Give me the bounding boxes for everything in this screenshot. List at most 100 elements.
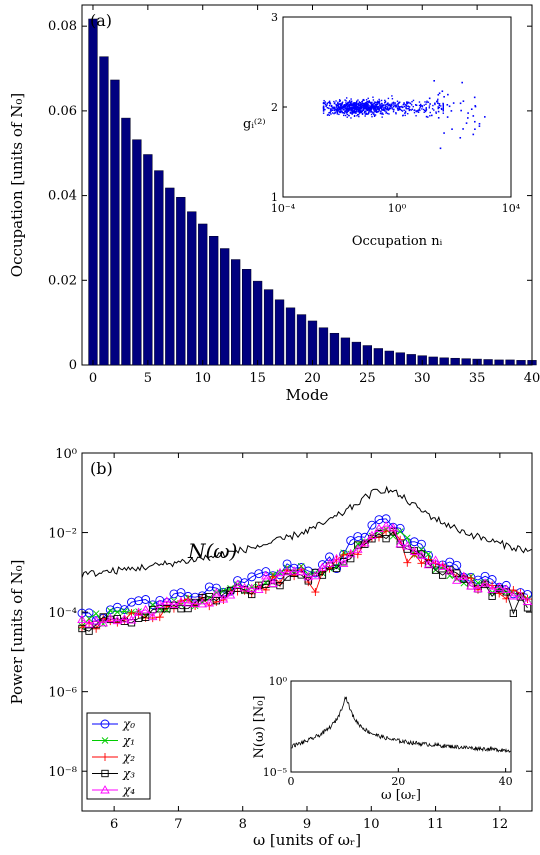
inset-point	[338, 107, 341, 110]
x-tick-label: 12	[492, 817, 509, 832]
inset-point	[366, 109, 369, 112]
inset-point	[348, 100, 351, 102]
inset-point	[329, 111, 331, 114]
panel-a-inset-points	[322, 80, 486, 150]
marker-circle	[325, 552, 334, 562]
panel-b-y-axis-label: Power [units of N₀]	[8, 560, 26, 705]
inset-point	[381, 105, 383, 107]
marker-triangle	[296, 566, 306, 576]
inset-point	[352, 111, 354, 113]
inset-point	[375, 105, 377, 107]
panel-a-axes-frame	[81, 4, 533, 366]
inset-point	[361, 104, 364, 106]
inset-point	[392, 105, 395, 107]
inset-outlier-point	[459, 136, 462, 139]
inset-point	[399, 108, 402, 111]
inset-point	[373, 112, 375, 114]
inset-point	[365, 103, 368, 105]
marker-triangle	[100, 785, 110, 794]
inset-point	[407, 112, 409, 115]
marker-triangle	[437, 561, 448, 570]
marker-triangle	[98, 617, 108, 627]
marker-square	[99, 613, 107, 621]
panel-b-label: (b)	[90, 459, 113, 478]
inset-point	[360, 106, 362, 108]
bar-mode-39	[516, 360, 526, 366]
inset-point	[408, 106, 411, 108]
inset-point	[403, 102, 405, 104]
inset-point	[352, 102, 354, 104]
inset-point	[357, 103, 360, 106]
bar-mode-5	[143, 154, 153, 366]
inset-point	[442, 112, 444, 114]
inset-point	[324, 103, 327, 106]
inset-point	[383, 102, 386, 104]
inset-outlier-point	[434, 102, 436, 105]
inset-y-tick-label: 2	[271, 101, 278, 114]
inset-point	[373, 115, 376, 118]
inset-point	[346, 113, 349, 116]
inset-point	[339, 100, 341, 102]
bar-mode-26	[373, 348, 383, 366]
inset-point	[373, 113, 375, 116]
bar-mode-20	[307, 320, 318, 366]
inset-point	[440, 108, 443, 111]
inset-point	[339, 105, 342, 107]
inset-point	[401, 110, 404, 112]
inset-x-tick-label: 20	[391, 775, 405, 788]
marker-square	[375, 530, 383, 538]
marker-triangle	[360, 538, 370, 547]
inset-point	[358, 111, 361, 113]
legend-label: χ₂	[122, 750, 135, 764]
marker-square	[163, 604, 171, 613]
inset-point	[414, 104, 417, 106]
inset-point	[330, 104, 333, 107]
inset-point	[381, 109, 383, 111]
inset-point	[322, 106, 325, 108]
inset-point	[343, 112, 345, 115]
inset-point	[372, 103, 375, 105]
bar-mode-31	[428, 356, 438, 366]
inset-point	[346, 111, 349, 113]
inset-point	[359, 102, 361, 104]
inset-point	[409, 109, 411, 111]
inset-point	[404, 112, 406, 114]
bar-mode-36	[483, 359, 493, 366]
inset-point	[340, 108, 343, 110]
bar-mode-19	[296, 314, 307, 366]
inset-point	[339, 102, 341, 105]
inset-point	[329, 110, 332, 112]
inset-point	[331, 112, 334, 114]
inset-point	[346, 105, 348, 107]
inset-point	[424, 101, 426, 103]
inset-point	[361, 112, 364, 115]
inset-point	[341, 108, 344, 110]
inset-point	[356, 106, 358, 108]
inset-point	[391, 108, 394, 110]
inset-outlier-point	[443, 132, 445, 134]
marker-triangle	[105, 613, 116, 623]
inset-point	[364, 115, 366, 117]
marker-triangle	[381, 521, 391, 530]
inset-point	[336, 104, 339, 107]
marker-triangle	[338, 558, 349, 567]
inset-point	[374, 103, 377, 105]
inset-point	[411, 100, 413, 103]
inset-point	[349, 107, 352, 109]
inset-point	[333, 112, 335, 115]
inset-point	[358, 106, 360, 109]
inset-point	[371, 111, 373, 113]
y-tick-label: 0.02	[48, 273, 77, 288]
inset-point	[336, 103, 339, 105]
marker-triangle	[303, 571, 314, 581]
inset-point	[387, 109, 390, 111]
inset-point	[372, 99, 375, 101]
marker-triangle	[402, 541, 413, 550]
marker-square	[438, 571, 447, 579]
inset-point	[344, 114, 347, 117]
inset-outlier-point	[428, 97, 431, 100]
inset-point	[418, 108, 421, 110]
marker-triangle	[522, 596, 533, 606]
inset-point	[337, 106, 340, 109]
inset-point	[345, 104, 348, 106]
